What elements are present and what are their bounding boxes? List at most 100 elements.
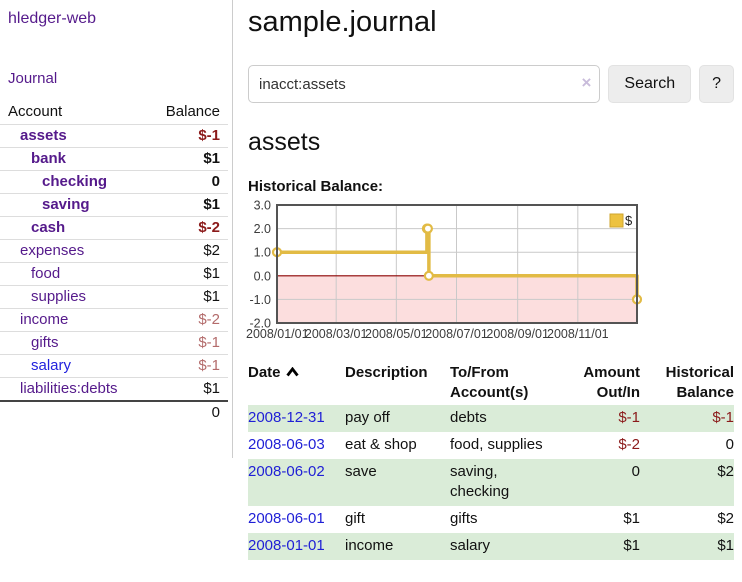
y-tick-label: 3.0	[254, 199, 271, 213]
transaction-date-link[interactable]: 2008-12-31	[248, 409, 325, 426]
account-row: saving $1	[0, 193, 228, 217]
balance-column-header: Historical Balance	[665, 364, 734, 401]
search-bar: × Search ?	[248, 65, 734, 103]
account-row: supplies $1	[0, 285, 228, 309]
page-title: sample.journal	[248, 6, 437, 38]
account-row: income $-2	[0, 308, 228, 332]
account-balance: $1	[142, 147, 228, 171]
help-button[interactable]: ?	[699, 65, 734, 103]
y-tick-label: 0.0	[254, 269, 271, 283]
transaction-row: 2008-12-31 pay off debts $-1 $-1	[248, 405, 734, 432]
transaction-row: 2008-06-03 eat & shop food, supplies $-2 0	[248, 432, 734, 459]
account-row: bank $1	[0, 147, 228, 171]
transaction-date-link[interactable]: 2008-01-01	[248, 537, 325, 554]
transaction-row: 2008-01-01 income salary $1 $1	[248, 533, 734, 560]
transaction-amount: $1	[623, 537, 640, 554]
historical-balance-chart: $3.0 2.0 1.0 0.0 -1.0 -2.0 2008/01/01 2008/03/0…	[246, 199, 734, 344]
data-point-marker	[422, 223, 434, 234]
transactions-table: Date Description To/From Account(s) Amou…	[248, 361, 734, 560]
y-tick-label: 1.0	[254, 246, 271, 260]
transaction-date-link[interactable]: 2008-06-01	[248, 510, 325, 527]
transaction-amount: $-1	[618, 409, 640, 426]
transaction-accounts: debts	[450, 409, 487, 426]
main-panel: sample.journal × Search ? assets Histori…	[246, 0, 734, 560]
account-balance: $-1	[142, 354, 228, 378]
description-column-header: Description	[345, 364, 428, 381]
transaction-description: save	[345, 463, 377, 480]
transaction-description: eat & shop	[345, 436, 417, 453]
x-tick-label: 2008/05/01	[365, 327, 428, 341]
account-row: liabilities:debts $1	[0, 377, 228, 401]
account-link[interactable]: assets	[20, 127, 67, 144]
account-balance: $2	[142, 239, 228, 263]
account-balance: $1	[142, 377, 228, 401]
transaction-description: gift	[345, 510, 366, 527]
account-link[interactable]: cash	[31, 219, 66, 236]
clear-search-icon[interactable]: ×	[581, 73, 592, 92]
balance-column-header: Balance	[165, 103, 220, 120]
search-button[interactable]: Search	[608, 65, 692, 103]
legend-swatch	[609, 213, 624, 228]
account-balance: $1	[142, 285, 228, 309]
accounts-table: Account Balance assets $-1 bank $1 checking 0…	[0, 100, 228, 424]
transaction-row: 2008-06-01 gift gifts $1 $2	[248, 506, 734, 533]
data-point-marker	[423, 270, 434, 281]
accounts-total-value: 0	[142, 400, 228, 424]
transaction-accounts: food, supplies	[450, 436, 543, 453]
sidebar: hledger-web Journal Account Balance asse…	[0, 0, 233, 458]
account-link[interactable]: food	[31, 265, 61, 282]
x-tick-label: 2008/01/01	[246, 327, 309, 341]
account-heading: assets	[248, 128, 321, 156]
x-tick-label: 2008/11/01	[547, 327, 609, 341]
account-link[interactable]: bank	[31, 150, 67, 167]
account-link[interactable]: expenses	[20, 242, 85, 259]
account-balance: $-1	[142, 124, 228, 148]
transaction-amount: $1	[623, 510, 640, 527]
account-link[interactable]: income	[20, 311, 69, 328]
transaction-amount: 0	[631, 463, 640, 480]
account-balance: 0	[142, 170, 228, 194]
transaction-description: income	[345, 537, 394, 554]
account-row: cash $-2	[0, 216, 228, 240]
y-tick-label: -1.0	[249, 293, 271, 307]
account-row: expenses $2	[0, 239, 228, 263]
search-input[interactable]	[248, 65, 601, 103]
account-link[interactable]: gifts	[31, 334, 59, 351]
account-balance: $-2	[142, 216, 228, 240]
account-row: gifts $-1	[0, 331, 228, 355]
account-link[interactable]: checking	[42, 173, 108, 190]
account-balance: $1	[142, 193, 228, 217]
transaction-amount: $-2	[618, 436, 640, 453]
legend-label: $	[625, 213, 633, 228]
accounts-total-row: 0	[0, 400, 228, 424]
app-brand-link[interactable]: hledger-web	[8, 10, 97, 27]
account-row: salary $-1	[0, 354, 228, 378]
y-tick-label: 2.0	[254, 222, 271, 236]
chart-svg: $3.0 2.0 1.0 0.0 -1.0 -2.02008/01/012008/03/0…	[246, 199, 643, 341]
account-link[interactable]: supplies	[31, 288, 87, 305]
account-link[interactable]: salary	[31, 357, 72, 374]
account-row: assets $-1	[0, 124, 228, 148]
transaction-balance: 0	[725, 436, 734, 453]
account-row: food $1	[0, 262, 228, 286]
account-balance: $-2	[142, 308, 228, 332]
account-balance: $1	[142, 262, 228, 286]
transaction-row: 2008-06-02 save saving, checking 0 $2	[248, 459, 734, 506]
date-column-header[interactable]: Date	[248, 361, 345, 405]
transaction-accounts: salary	[450, 537, 491, 554]
sidebar-item-journal[interactable]: Journal	[8, 70, 58, 87]
chart-title: Historical Balance:	[248, 178, 384, 195]
account-link[interactable]: liabilities:debts	[20, 380, 118, 397]
x-tick-label: 2008/09/01	[486, 327, 549, 341]
x-tick-label: 2008/07/01	[425, 327, 488, 341]
account-balance: $-1	[142, 331, 228, 355]
y-tick-label: -2.0	[249, 317, 271, 331]
transaction-balance: $-1	[712, 409, 734, 426]
transaction-date-link[interactable]: 2008-06-03	[248, 436, 325, 453]
transaction-accounts: saving, checking	[450, 463, 510, 500]
transaction-date-link[interactable]: 2008-06-02	[248, 463, 325, 480]
accounts-column-header: Account	[8, 103, 63, 120]
transaction-balance: $2	[717, 510, 734, 527]
account-link[interactable]: saving	[42, 196, 90, 213]
amount-column-header: Amount Out/In	[583, 364, 640, 401]
